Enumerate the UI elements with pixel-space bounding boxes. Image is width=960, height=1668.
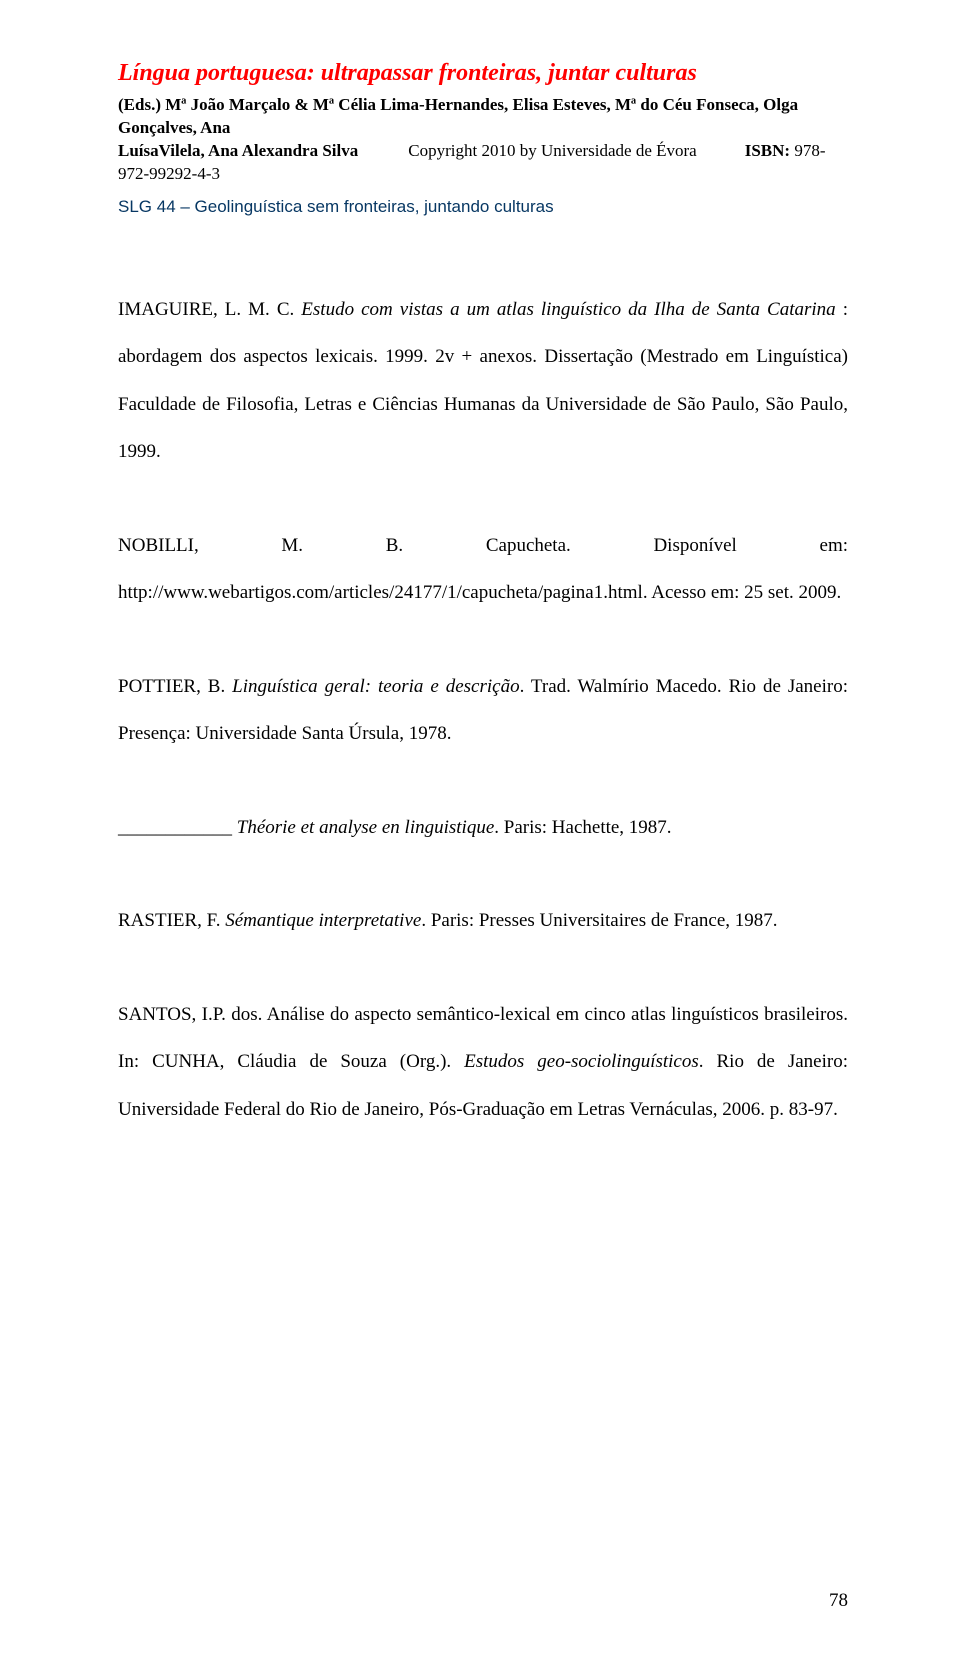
reference-nobilli: NOBILLI, M. B. Capucheta. Disponível em:… <box>118 522 848 617</box>
ref-title-italic: Estudo com vistas a um atlas linguístico… <box>301 299 835 320</box>
header-title: Língua portuguesa: ultrapassar fronteira… <box>118 58 848 88</box>
ref-underline-run: ____________ <box>118 817 232 838</box>
ref-text: . Paris: Presses Universitaires de Franc… <box>421 910 777 931</box>
header-copyright: Copyright 2010 by Universidade de Évora <box>408 141 696 160</box>
ref-title-italic: Estudos geo-sociolinguísticos <box>464 1051 699 1072</box>
header-copyright-line: LuísaVilela, Ana Alexandra Silva Copyrigh… <box>118 140 848 186</box>
page: Língua portuguesa: ultrapassar fronteira… <box>0 0 960 1668</box>
ref-text: IMAGUIRE, L. M. C. <box>118 299 301 320</box>
ref-text: : abordagem dos aspectos lexicais. 1999.… <box>118 299 848 463</box>
page-number: 78 <box>829 1590 848 1612</box>
header-editors: (Eds.) Mª João Marçalo & Mª Célia Lima-H… <box>118 94 848 140</box>
reference-santos: SANTOS, I.P. dos. Análise do aspecto sem… <box>118 991 848 1134</box>
reference-pottier: POTTIER, B. Linguística geral: teoria e … <box>118 663 848 758</box>
reference-imaguire: IMAGUIRE, L. M. C. Estudo com vistas a u… <box>118 286 848 476</box>
reference-pottier-2: ____________ Théorie et analyse en lingu… <box>118 804 848 852</box>
ref-title-italic: Sémantique interpretative <box>225 910 421 931</box>
ref-title-italic: Théorie et analyse en linguistique <box>237 817 495 838</box>
ref-title-italic: Linguística geral: teoria e descrição <box>232 676 519 697</box>
header-slg: SLG 44 – Geolinguística sem fronteiras, … <box>118 196 848 218</box>
ref-text: RASTIER, F. <box>118 910 225 931</box>
reference-rastier: RASTIER, F. Sémantique interpretative. P… <box>118 897 848 945</box>
ref-text: POTTIER, B. <box>118 676 232 697</box>
header-authors-continued: LuísaVilela, Ana Alexandra Silva <box>118 141 358 160</box>
ref-text: . Paris: Hachette, 1987. <box>494 817 671 838</box>
ref-text: NOBILLI, M. B. Capucheta. Disponível em:… <box>118 535 848 604</box>
header-isbn-label: ISBN: <box>745 141 790 160</box>
